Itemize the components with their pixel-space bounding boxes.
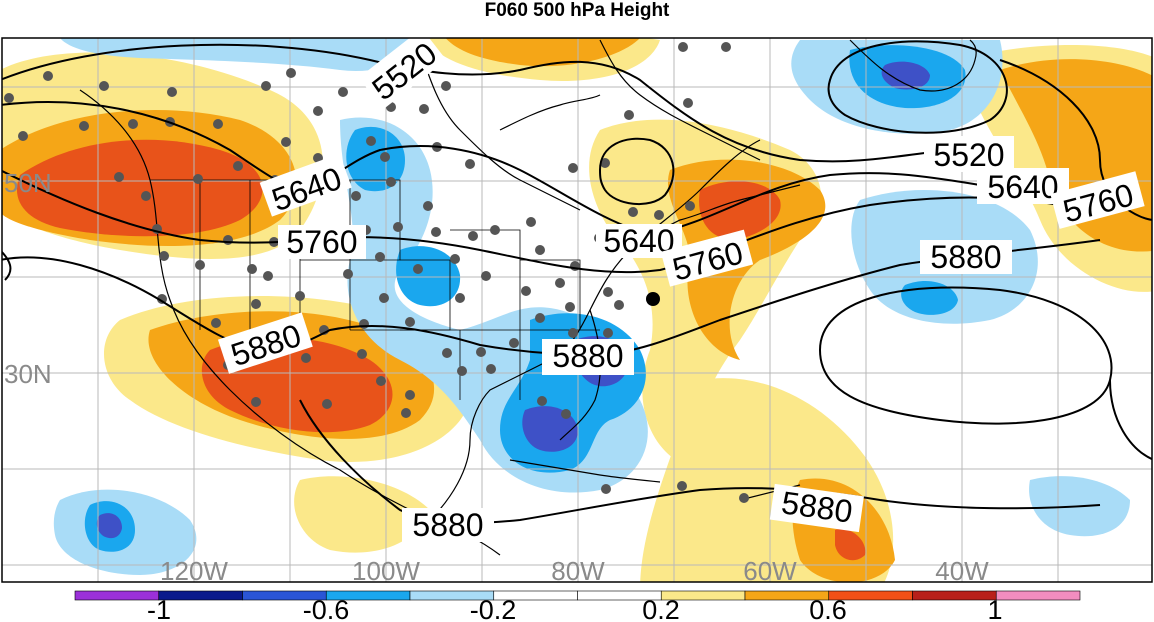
positive-anomaly-weak-gulf [294, 476, 430, 553]
colorbar-label-minus-0-6: -0.6 [303, 595, 350, 622]
contour-east-right [1109, 379, 1152, 461]
colorbar [74, 590, 1081, 601]
colorbar-labels: -1 -0.6 -0.2 0.2 0.6 1 [147, 595, 1003, 622]
height-contours [2, 40, 1152, 524]
colorbar-swatch [912, 590, 997, 601]
lat-label-30n: 30N [4, 359, 52, 389]
coordinate-labels: 50N 30N 120W 100W 80W 60W 40W [4, 168, 989, 586]
colorbar-swatch [158, 590, 243, 601]
map-field: 5520 5520 5640 5640 5640 5760 5760 5760 … [2, 38, 1152, 586]
lon-label-40w: 40W [935, 556, 989, 586]
positive-anomaly-top [445, 38, 640, 67]
colorbar-label-minus-1: -1 [147, 595, 171, 622]
reference-point-marker [646, 292, 660, 306]
contour-5760-west [2, 169, 1061, 274]
negative-anomaly-weak-north [60, 38, 420, 71]
colorbar-swatch [995, 590, 1081, 601]
contour-closed-greenland [827, 40, 1008, 134]
contour-closed-high [818, 286, 1113, 425]
contour-closed-low [598, 137, 675, 206]
contour-5880-south [299, 399, 1101, 524]
contour-label-5760-west: 5760 [286, 224, 357, 260]
lon-label-100w: 100W [352, 556, 420, 586]
contour-east [999, 59, 1152, 221]
negative-anomaly-strong-greenland [881, 61, 930, 90]
contour-label-5880-center: 5880 [552, 338, 623, 374]
negative-anomaly-strong-pacific [96, 513, 122, 539]
colorbar-label-1: 1 [987, 595, 1002, 622]
positive-anomaly-strong-west [16, 139, 263, 237]
contour-label-5640-east: 5640 [987, 169, 1058, 205]
contour-5880-west [2, 239, 1101, 357]
lon-label-80w: 80W [551, 556, 605, 586]
positive-anomaly-strong-atlantic [835, 529, 866, 561]
colorbar-label-minus-0-2: -0.2 [470, 595, 517, 622]
contour-5640-west [2, 101, 981, 237]
contour-label-5880-south: 5880 [412, 507, 483, 543]
colorbar-label-0-2: 0.2 [642, 595, 680, 622]
map-title: F060 500 hPa Height [484, 0, 670, 21]
lat-label-50n: 50N [4, 168, 52, 198]
contour-label-5880-east: 5880 [930, 239, 1001, 275]
contour-5520-west [2, 43, 951, 163]
map-frame [1, 37, 1153, 583]
negative-anomaly-northwest [346, 126, 405, 192]
contour-label-5520-east: 5520 [933, 137, 1004, 173]
lon-label-60w: 60W [743, 556, 797, 586]
positive-anomaly-strong-northeast [699, 181, 781, 240]
negative-anomaly-midwest [396, 246, 461, 307]
contour-labels: 5520 5520 5640 5640 5640 5760 5760 5760 … [217, 38, 1145, 543]
lon-label-120w: 120W [160, 556, 228, 586]
colorbar-label-0-6: 0.6 [809, 595, 847, 622]
